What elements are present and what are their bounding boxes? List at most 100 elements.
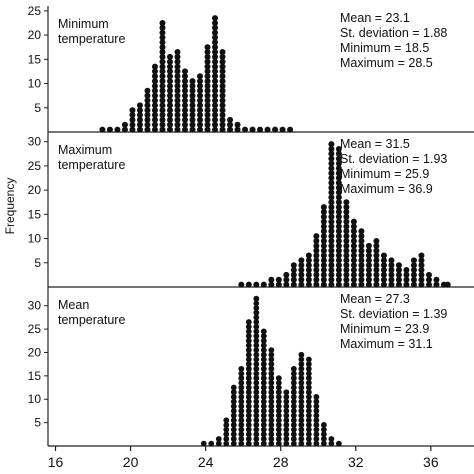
data-dot (298, 412, 305, 419)
data-dot (343, 208, 350, 215)
x-tick-label: 32 (348, 454, 364, 470)
data-dot (373, 262, 380, 269)
data-dot (151, 82, 158, 89)
data-dot (328, 204, 335, 211)
data-dot (298, 267, 305, 274)
data-dot (189, 97, 196, 104)
data-dot (219, 53, 226, 60)
data-dot (238, 281, 245, 288)
data-dot (260, 333, 267, 340)
data-dot (260, 361, 267, 368)
data-dot (245, 281, 252, 288)
data-dot (313, 233, 320, 240)
dot-column (328, 436, 335, 447)
data-dot (335, 237, 342, 244)
data-dot (245, 328, 252, 335)
data-dot (328, 165, 335, 172)
data-dot (159, 44, 166, 51)
data-dot (253, 347, 260, 354)
data-dot (204, 82, 211, 89)
data-dot (223, 417, 230, 424)
data-dot (219, 116, 226, 123)
data-dot (212, 92, 219, 99)
data-dot (373, 242, 380, 249)
data-dot (204, 112, 211, 119)
data-dot (313, 242, 320, 249)
data-dot (335, 194, 342, 201)
data-dot (305, 267, 312, 274)
data-dot (283, 408, 290, 414)
dot-column (305, 252, 312, 288)
data-dot (358, 233, 365, 240)
data-dot (159, 73, 166, 80)
data-dot (298, 422, 305, 428)
data-dot (253, 295, 260, 302)
data-dot (283, 393, 290, 400)
data-dot (350, 233, 357, 240)
data-dot (181, 102, 189, 109)
data-dot (204, 49, 211, 56)
data-dot (230, 398, 237, 405)
data-dot (335, 267, 342, 274)
data-dot (181, 107, 189, 114)
data-dot (320, 247, 327, 254)
data-dot (305, 356, 312, 363)
dot-column (253, 281, 260, 288)
data-dot (358, 228, 365, 235)
data-dot (320, 281, 327, 288)
data-dot (159, 58, 166, 65)
data-dot (313, 262, 320, 269)
data-dot (335, 189, 342, 196)
data-dot (249, 126, 256, 133)
dot-column (238, 281, 245, 288)
data-dot (320, 252, 327, 259)
x-tick-label: 36 (423, 454, 439, 470)
data-dot (358, 257, 365, 264)
data-dot (305, 276, 312, 283)
data-dot (283, 412, 290, 419)
data-dot (253, 281, 260, 288)
data-dot (253, 351, 260, 358)
data-dot (129, 116, 136, 123)
data-dot (290, 267, 297, 274)
data-dot (320, 242, 327, 249)
data-dot (313, 252, 320, 259)
data-dot (159, 116, 166, 123)
data-dot (260, 356, 267, 363)
data-dot (328, 218, 335, 225)
data-dot (350, 228, 357, 235)
data-dot (245, 333, 252, 340)
data-dot (395, 262, 402, 269)
dot-column (197, 73, 204, 133)
data-dot (275, 393, 282, 400)
data-dot (320, 208, 327, 215)
data-dot (212, 15, 219, 22)
data-dot (144, 107, 151, 114)
data-dot (151, 102, 158, 109)
data-dot (328, 199, 335, 206)
data-dot (238, 393, 245, 400)
data-dot (208, 440, 215, 447)
data-dot (204, 78, 211, 85)
data-dot (197, 107, 204, 114)
data-dot (159, 87, 166, 94)
dot-column (106, 126, 113, 133)
data-dot (268, 408, 275, 414)
data-dot (212, 116, 219, 123)
data-dot (298, 356, 305, 363)
dot-column (290, 365, 297, 447)
data-dot (245, 361, 252, 368)
data-dot (380, 276, 387, 283)
data-dot (350, 218, 357, 225)
data-dot (230, 403, 237, 410)
data-dot (166, 92, 173, 99)
data-dot (159, 34, 166, 41)
data-dot (313, 257, 320, 264)
data-dot (358, 262, 365, 269)
data-dot (253, 319, 260, 325)
data-dot (328, 175, 335, 182)
data-dot (245, 384, 252, 391)
data-dot (159, 121, 166, 128)
data-dot (275, 422, 282, 428)
data-dot (425, 276, 432, 283)
